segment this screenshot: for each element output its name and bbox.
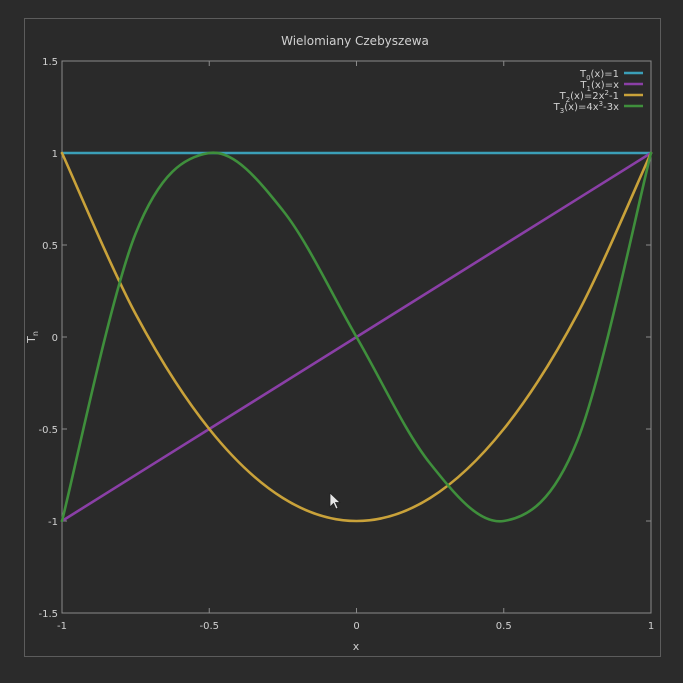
mouse-pointer-icon (329, 492, 342, 510)
x-tick-label: -1 (57, 621, 67, 632)
legend-entry-t2: T2(x)=2x2-1 (559, 89, 619, 104)
plot-window: Wielomiany Czebyszewa -1.5 -1 -0.5 0 0.5 1 1.5… (24, 18, 661, 657)
y-tick-label: -1 (48, 517, 58, 528)
y-axis-ticks: -1.5 -1 -0.5 0 0.5 1 1.5 (38, 57, 651, 620)
chart-title: Wielomiany Czebyszewa (281, 34, 429, 48)
series-line-t3 (60, 151, 653, 523)
x-tick-label: 0 (353, 621, 359, 632)
legend-entry-t3: T3(x)=4x3-3x (553, 100, 619, 115)
legend-entry-t0: T0(x)=1 (579, 69, 619, 82)
y-axis-label-main: T (25, 336, 38, 344)
y-tick-label: 0 (52, 333, 58, 344)
x-axis-ticks: -1 -0.5 0 0.5 1 (57, 61, 654, 632)
chebyshev-chart[interactable]: Wielomiany Czebyszewa -1.5-1-0.500.511.5… (25, 19, 660, 656)
x-axis-label: x (353, 640, 360, 653)
svg-text:Tn: Tn (25, 331, 40, 344)
series-lines (60, 151, 653, 523)
series-line-t2 (60, 151, 653, 523)
y-tick-label: -1.5 (38, 609, 58, 620)
y-axis-label: Tn (25, 331, 40, 344)
legend: T0(x)=1T1(x)=xT2(x)=2x2-1T3(x)=4x3-3x (553, 69, 643, 115)
x-tick-label: 0.5 (496, 621, 512, 632)
y-tick-label: 0.5 (42, 241, 58, 252)
x-tick-label: 1 (648, 621, 654, 632)
y-tick-label: 1.5 (42, 57, 58, 68)
y-tick-label: -0.5 (38, 425, 58, 436)
x-tick-label: -0.5 (199, 621, 219, 632)
y-axis-label-sub: n (31, 331, 40, 336)
y-tick-label: 1 (52, 149, 58, 160)
legend-entry-t1: T1(x)=x (579, 80, 619, 93)
